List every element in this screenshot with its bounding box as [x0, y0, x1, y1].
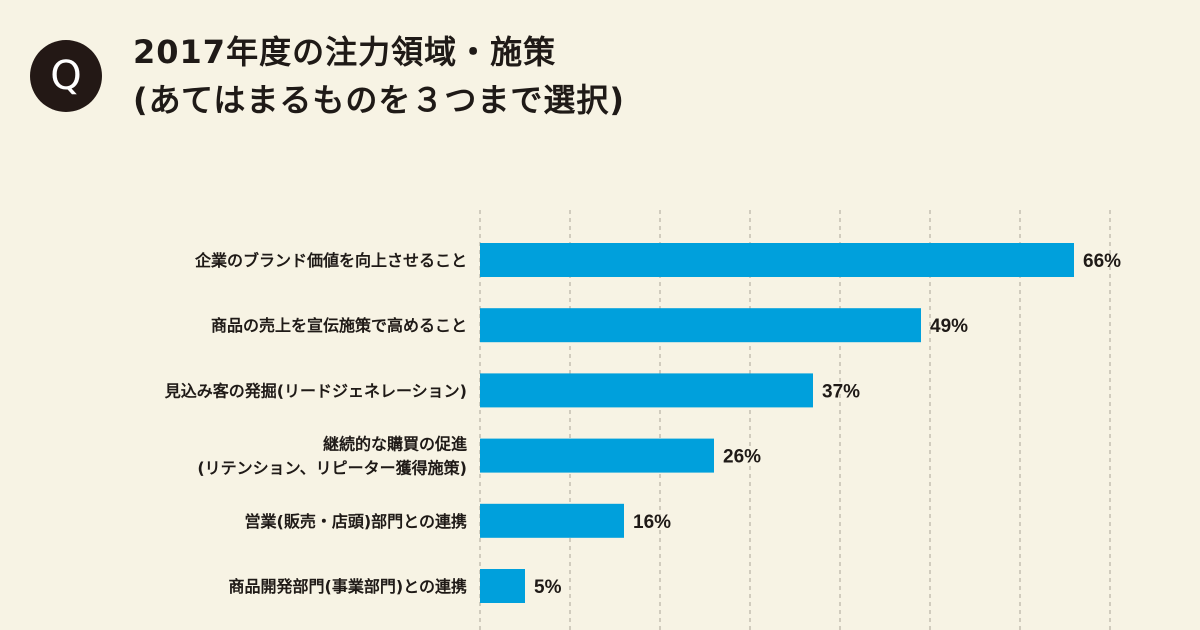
value-label: 26%	[723, 447, 761, 468]
bars	[480, 243, 1074, 603]
category-label: 営業(販売・店頭)部門との連携	[245, 512, 467, 531]
question-letter: Q	[50, 53, 82, 99]
category-labels: 企業のブランド価値を向上させること商品の売上を宣伝施策で高めること見込み客の発掘…	[164, 251, 467, 596]
bar	[480, 243, 1074, 277]
chart-title: 2017年度の注力領域・施策 (あてはまるものを３つまで選択)	[133, 28, 1133, 124]
category-label: 企業のブランド価値を向上させること	[194, 251, 467, 270]
chart-title-line-1: 2017年度の注力領域・施策	[133, 33, 557, 71]
value-label: 5%	[534, 577, 562, 598]
category-label: 商品の売上を宣伝施策で高めること	[211, 316, 467, 335]
grid-lines	[479, 210, 1111, 630]
bar	[480, 308, 921, 343]
category-label: 商品開発部門(事業部門)との連携	[229, 577, 467, 596]
value-label: 37%	[822, 381, 860, 402]
value-label: 49%	[930, 316, 968, 337]
chart-title-line-2: (あてはまるものを３つまで選択)	[133, 81, 625, 119]
category-label: 継続的な購買の促進	[323, 435, 467, 454]
category-label: 見込み客の発掘(リードジェネレーション)	[164, 381, 467, 400]
value-label: 16%	[633, 512, 671, 533]
category-label: (リテンション、リピーター獲得施策)	[197, 459, 467, 478]
question-badge: Q	[30, 40, 102, 112]
bar	[480, 438, 714, 473]
value-labels: 66% 49% 37% 26% 16% 5%	[534, 251, 1121, 598]
bar	[480, 503, 624, 538]
value-label: 66%	[1083, 251, 1121, 272]
bar	[480, 373, 813, 408]
bar	[480, 569, 525, 603]
